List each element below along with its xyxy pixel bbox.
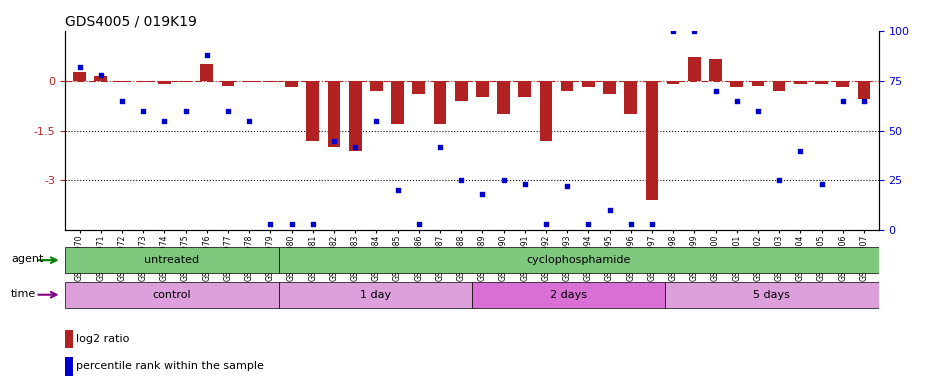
Bar xyxy=(646,81,659,200)
Bar xyxy=(772,81,785,91)
Point xyxy=(136,108,151,114)
Text: GDS4005 / 019K19: GDS4005 / 019K19 xyxy=(65,14,197,28)
Bar xyxy=(751,81,764,86)
Bar xyxy=(179,81,192,82)
Point xyxy=(327,137,341,144)
Point xyxy=(179,108,193,114)
Bar xyxy=(391,81,404,124)
Bar xyxy=(306,81,319,141)
Point xyxy=(709,88,723,94)
Point xyxy=(369,118,384,124)
Bar xyxy=(94,76,107,81)
Point xyxy=(241,118,256,124)
Point xyxy=(857,98,871,104)
Point xyxy=(412,221,426,227)
Bar xyxy=(624,81,637,114)
Bar xyxy=(137,81,150,82)
Text: agent: agent xyxy=(11,254,43,264)
Text: percentile rank within the sample: percentile rank within the sample xyxy=(76,361,265,371)
Bar xyxy=(285,81,298,87)
Text: 2 days: 2 days xyxy=(549,290,586,300)
Point xyxy=(220,108,235,114)
Point xyxy=(517,181,532,187)
Point xyxy=(793,147,808,154)
Point xyxy=(305,221,320,227)
Text: control: control xyxy=(153,290,191,300)
Text: cyclophosphamide: cyclophosphamide xyxy=(526,255,631,265)
Point xyxy=(454,177,469,184)
Bar xyxy=(222,81,234,86)
Point xyxy=(729,98,744,104)
Bar xyxy=(794,81,807,84)
Bar xyxy=(434,81,446,124)
Point xyxy=(433,144,448,150)
Point xyxy=(538,221,553,227)
Bar xyxy=(857,81,870,99)
Point xyxy=(581,221,596,227)
Bar xyxy=(667,81,680,84)
Bar xyxy=(815,81,828,84)
Point xyxy=(771,177,786,184)
Point xyxy=(93,71,108,78)
Bar xyxy=(327,81,340,147)
Text: log2 ratio: log2 ratio xyxy=(76,334,130,344)
Bar xyxy=(158,81,171,84)
Text: untreated: untreated xyxy=(144,255,200,265)
Bar xyxy=(65,330,73,349)
Bar xyxy=(349,81,362,151)
Point xyxy=(623,221,638,227)
Point xyxy=(348,144,363,150)
Bar xyxy=(242,81,255,82)
Bar xyxy=(413,81,426,94)
Point xyxy=(750,108,765,114)
Bar xyxy=(279,247,879,273)
Bar xyxy=(65,357,73,376)
Point xyxy=(72,64,87,70)
Point xyxy=(666,28,681,34)
Point xyxy=(115,98,130,104)
Point xyxy=(496,177,511,184)
Bar xyxy=(65,282,279,308)
Bar xyxy=(476,81,488,97)
Bar xyxy=(497,81,510,114)
Bar xyxy=(539,81,552,141)
Point xyxy=(157,118,172,124)
Point xyxy=(263,221,278,227)
Bar xyxy=(73,72,86,81)
Text: 1 day: 1 day xyxy=(360,290,391,300)
Bar xyxy=(264,81,277,82)
Point xyxy=(560,184,574,190)
Point xyxy=(687,28,702,34)
Bar xyxy=(518,81,531,97)
Bar xyxy=(116,81,129,82)
Point xyxy=(284,221,299,227)
Text: time: time xyxy=(11,289,36,299)
Bar xyxy=(561,81,574,91)
Bar xyxy=(688,57,700,81)
Bar xyxy=(65,247,279,273)
Bar xyxy=(731,81,743,87)
Bar xyxy=(709,59,722,81)
Point xyxy=(475,191,489,197)
Bar xyxy=(836,81,849,87)
Bar xyxy=(370,81,383,91)
Bar xyxy=(664,282,879,308)
Bar xyxy=(455,81,467,101)
Bar xyxy=(472,282,664,308)
Point xyxy=(200,51,215,58)
Bar xyxy=(201,64,213,81)
Point xyxy=(390,187,405,194)
Bar xyxy=(279,282,472,308)
Text: 5 days: 5 days xyxy=(753,290,790,300)
Bar xyxy=(603,81,616,94)
Bar xyxy=(582,81,595,87)
Point xyxy=(602,207,617,214)
Point xyxy=(645,221,660,227)
Point xyxy=(835,98,850,104)
Point xyxy=(814,181,829,187)
